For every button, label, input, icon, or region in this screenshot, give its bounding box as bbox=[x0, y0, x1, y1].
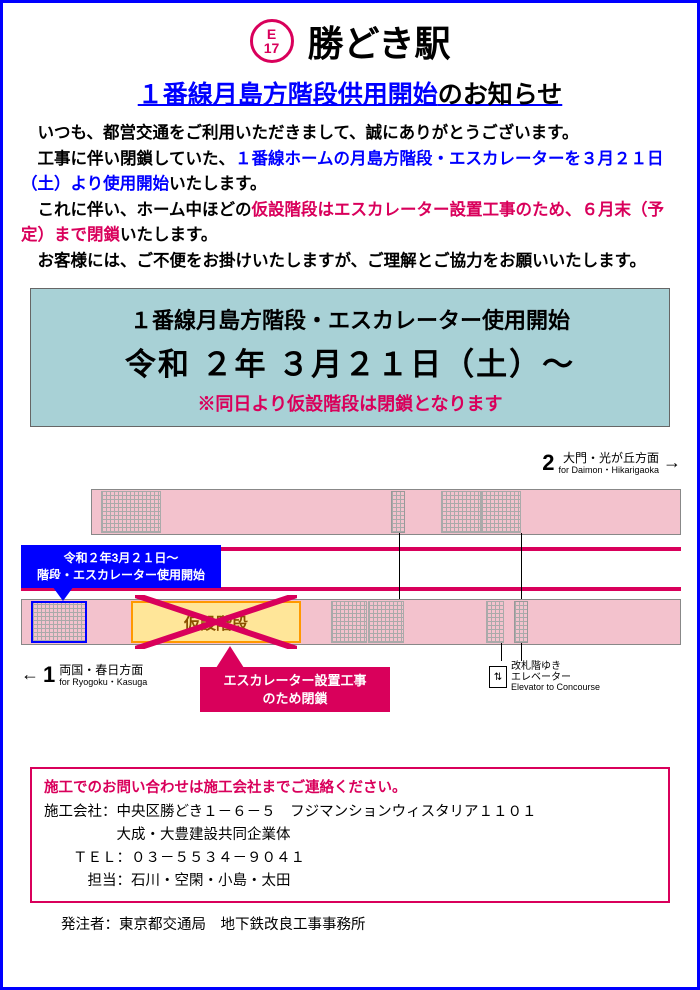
announcement-box: １番線月島方階段・エスカレーター使用開始 令和 ２年 ３月２１日（土）～ ※同日… bbox=[30, 288, 670, 427]
platform-upper bbox=[91, 489, 681, 535]
contact-title: 施工でのお問い合わせは施工会社までご連絡ください。 bbox=[44, 777, 656, 800]
title-main: １番線月島方階段供用開始 bbox=[138, 81, 438, 109]
stair-icon bbox=[331, 601, 367, 643]
notice-title: １番線月島方階段供用開始のお知らせ bbox=[21, 75, 679, 111]
elevator-pictogram-icon: ⇅ bbox=[489, 666, 507, 688]
connector-line bbox=[399, 533, 400, 603]
elevator-icon bbox=[391, 491, 405, 533]
body-p2: 工事に伴い閉鎖していた、１番線ホームの月島方階段・エスカレーターを３月２１日（土… bbox=[21, 147, 679, 198]
contact-tel: ＴＥＬ：０３－５５３４－９０４１ bbox=[44, 847, 656, 870]
elevator-label: ⇅ 改札階ゆき エレベーター Elevator to Concourse bbox=[489, 661, 600, 693]
new-stair-highlight bbox=[31, 601, 87, 643]
announce-line2: 令和 ２年 ３月２１日（土）～ bbox=[41, 339, 659, 384]
stair-icon bbox=[481, 491, 521, 533]
body-p3: これに伴い、ホーム中ほどの仮設階段はエスカレーター設置工事のため、６月末（予定）… bbox=[21, 198, 679, 249]
blue-callout-arrow-icon bbox=[47, 579, 79, 601]
direction-1-label: ← 1 両国・春日方面 for Ryogoku・Kasuga bbox=[21, 661, 147, 688]
line-number: 17 bbox=[264, 41, 280, 55]
closed-x-icon bbox=[135, 595, 297, 649]
header: E 17 勝どき駅 １番線月島方階段供用開始のお知らせ bbox=[21, 15, 679, 111]
red-callout: エスカレーター設置工事 のため閉鎖 bbox=[200, 667, 390, 712]
stair-icon bbox=[101, 491, 161, 533]
contact-company2: 大成・大豊建設共同企業体 bbox=[44, 824, 656, 847]
notice-page: E 17 勝どき駅 １番線月島方階段供用開始のお知らせ いつも、都営交通をご利用… bbox=[0, 0, 700, 990]
arrow-left-icon: ← bbox=[21, 664, 39, 685]
body-p4: お客様には、ご不便をお掛けいたしますが、ご理解とご協力をお願いいたします。 bbox=[21, 249, 679, 275]
red-callout-arrow-icon bbox=[216, 646, 244, 668]
station-number-badge: E 17 bbox=[250, 19, 294, 63]
direction-2-label: 2 大門・光が丘方面 for Daimon・Hikarigaoka → bbox=[542, 449, 681, 476]
issuer-line: 発注者：東京都交通局 地下鉄改良工事事務所 bbox=[21, 913, 679, 934]
body-text: いつも、都営交通をご利用いただきまして、誠にありがとうございます。 工事に伴い閉… bbox=[21, 121, 679, 274]
contact-person: 担当：石川・空閑・小島・太田 bbox=[44, 870, 656, 893]
platform-diagram: 2 大門・光が丘方面 for Daimon・Hikarigaoka → 仮設階段 bbox=[21, 449, 681, 739]
line-letter: E bbox=[267, 27, 276, 41]
stair-icon bbox=[368, 601, 404, 643]
contact-company1: 施工会社：中央区勝どき１－６－５ フジマンションウィスタリア１１０１ bbox=[44, 801, 656, 824]
stair-icon bbox=[441, 491, 481, 533]
connector-line bbox=[521, 643, 522, 661]
stair-icon bbox=[486, 601, 504, 643]
connector-line bbox=[501, 643, 502, 661]
announce-line1: １番線月島方階段・エスカレーター使用開始 bbox=[41, 303, 659, 335]
arrow-right-icon: → bbox=[663, 452, 681, 473]
title-suffix: のお知らせ bbox=[438, 81, 563, 109]
contact-box: 施工でのお問い合わせは施工会社までご連絡ください。 施工会社：中央区勝どき１－６… bbox=[30, 767, 670, 903]
elevator-icon bbox=[514, 601, 528, 643]
station-title-row: E 17 勝どき駅 bbox=[21, 15, 679, 67]
track-line bbox=[21, 587, 681, 591]
announce-line3: ※同日より仮設階段は閉鎖となります bbox=[41, 390, 659, 416]
body-p1: いつも、都営交通をご利用いただきまして、誠にありがとうございます。 bbox=[21, 121, 679, 147]
station-name: 勝どき駅 bbox=[308, 15, 451, 67]
